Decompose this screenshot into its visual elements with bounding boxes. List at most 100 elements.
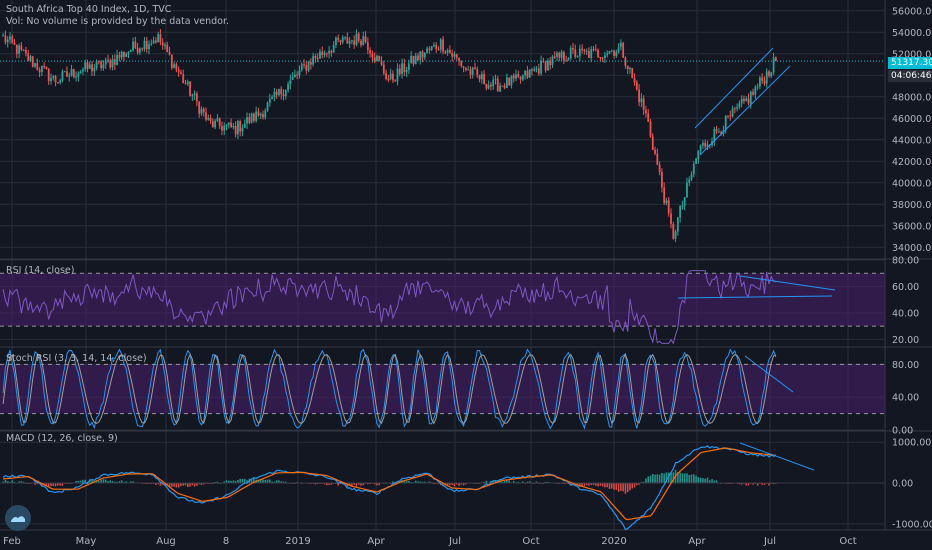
candle-body	[569, 48, 572, 59]
candle-body	[426, 48, 429, 53]
candle-body	[560, 51, 563, 58]
macd-histogram-bar	[563, 483, 565, 485]
macd-trendline	[739, 442, 815, 471]
candle-body	[61, 71, 64, 81]
candle-body	[631, 67, 634, 79]
candle-body	[588, 50, 590, 58]
candle-body	[401, 63, 403, 75]
macd-histogram-bar	[246, 480, 248, 484]
candle-body	[225, 124, 228, 126]
candle-body	[604, 55, 606, 59]
candle-body	[13, 42, 16, 45]
candle-body	[173, 64, 175, 68]
macd-histogram-bar	[82, 479, 84, 484]
macd-histogram-bar	[702, 478, 704, 484]
candle-body	[125, 53, 128, 57]
candle-body	[501, 85, 504, 87]
candle-body	[332, 45, 335, 53]
candle-body	[68, 75, 71, 77]
macd-histogram-bar	[52, 483, 55, 486]
candle-body	[667, 200, 670, 214]
candle-body	[590, 49, 593, 58]
candle-body	[259, 113, 262, 116]
candle-body	[50, 77, 52, 82]
last-price-badge: 51317.30	[888, 57, 932, 69]
rsi-tick-label: 60.00	[892, 282, 919, 293]
candle-body	[519, 76, 522, 80]
macd-histogram-bar	[585, 483, 588, 486]
candle-body	[193, 93, 196, 96]
macd-histogram-bar	[462, 483, 465, 486]
candle-body	[344, 37, 346, 39]
candle-body	[428, 48, 431, 50]
candle-body	[745, 98, 748, 102]
price-tick-label: 52000.00	[892, 49, 932, 60]
candle-body	[38, 69, 41, 73]
macd-histogram-bar	[157, 483, 159, 485]
macd-histogram-bar	[642, 481, 645, 484]
stoch-tick-label: 80.00	[892, 360, 919, 371]
candle-body	[184, 83, 187, 85]
candle-body	[749, 91, 752, 104]
candle-body	[289, 79, 292, 84]
candle-body	[118, 54, 121, 58]
macd-histogram-bar	[266, 479, 269, 484]
candle-body	[729, 115, 732, 117]
macd-legend: MACD (12, 26, close, 9)	[6, 433, 118, 444]
macd-histogram-bar	[615, 483, 618, 490]
macd-histogram-bar	[651, 473, 654, 484]
macd-histogram-bar	[228, 480, 230, 484]
candle-body	[275, 91, 278, 95]
macd-histogram-bar	[610, 483, 613, 489]
candle-body	[583, 49, 586, 51]
candle-body	[597, 49, 599, 58]
logo-icon[interactable]	[5, 505, 31, 531]
macd-histogram-bar	[104, 479, 107, 484]
candle-body	[371, 53, 374, 58]
candle-body	[562, 51, 565, 61]
candle-body	[157, 34, 160, 43]
candle-body	[455, 54, 458, 58]
candle-body	[29, 56, 32, 61]
candle-body	[720, 131, 723, 134]
macd-histogram-bar	[503, 480, 506, 484]
macd-histogram-bar	[547, 481, 549, 484]
candle-body	[647, 113, 650, 122]
macd-histogram-bar	[679, 472, 681, 484]
candle-body	[615, 51, 618, 57]
macd-histogram-bar	[41, 483, 43, 486]
candle-body	[27, 53, 30, 61]
candle-body	[250, 113, 253, 123]
price-tick-label: 44000.00	[892, 135, 932, 146]
candle-body	[328, 50, 330, 54]
candle-body	[45, 66, 48, 69]
macd-histogram-bar	[738, 483, 741, 485]
candle-body	[738, 103, 741, 108]
candle-body	[437, 49, 440, 51]
candle-body	[403, 63, 406, 73]
macd-histogram-bar	[145, 483, 148, 485]
macd-histogram-bar	[613, 483, 615, 490]
macd-histogram-bar	[275, 480, 278, 484]
candle-body	[619, 42, 622, 48]
candle-body	[496, 78, 499, 92]
macd-histogram-bar	[357, 483, 360, 485]
macd-histogram-bar	[355, 483, 358, 487]
candle-body	[515, 74, 517, 79]
macd-histogram-bar	[216, 481, 219, 484]
candle-body	[234, 125, 237, 135]
candle-body	[540, 60, 542, 74]
candle-body	[533, 68, 536, 71]
candle-body	[63, 71, 66, 73]
channel-lower-line	[699, 65, 791, 156]
candle-body	[697, 151, 700, 159]
macd-histogram-bar	[339, 483, 342, 485]
candle-body	[148, 44, 150, 50]
candle-body	[339, 40, 342, 43]
volume-note: Vol: No volume is provided by the data v…	[6, 16, 230, 27]
macd-tick-label: -1000.00	[892, 519, 932, 530]
candle-body	[104, 59, 107, 65]
candle-body	[460, 60, 463, 67]
candle-body	[717, 131, 720, 133]
